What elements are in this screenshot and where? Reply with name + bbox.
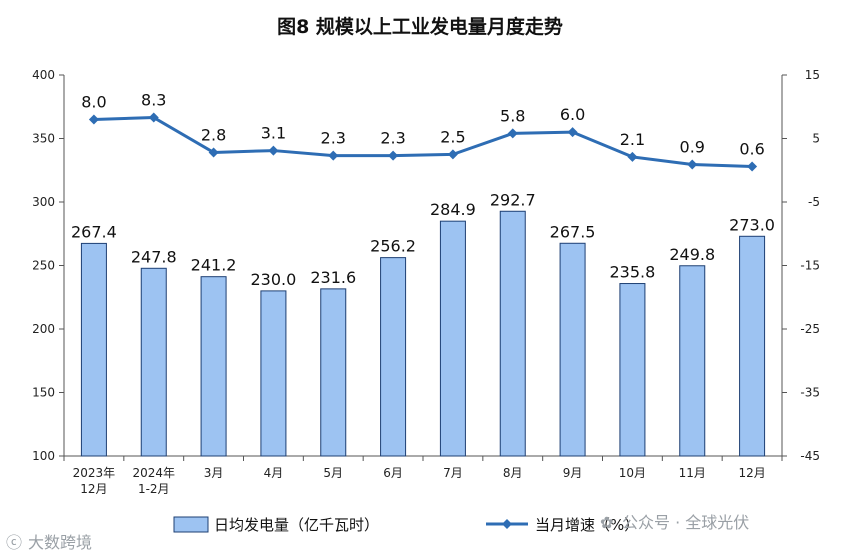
bar — [619, 283, 646, 457]
bar-data-label: 284.9 — [430, 200, 476, 219]
bar-data-label: 273.0 — [729, 215, 775, 234]
line-data-label: 3.1 — [261, 124, 286, 143]
bars — [80, 210, 766, 457]
line-point — [268, 145, 279, 156]
line-data-label: 5.8 — [500, 106, 525, 125]
line-series — [88, 112, 758, 172]
bar-data-label: 292.7 — [490, 190, 536, 209]
x-axis-ticks: 2023年 12月 2024年 1-2月 3月 4月 5月 6月 7月 8月 9月 10月 11月 12月 — [63, 456, 783, 496]
line-data-label: 6.0 — [560, 105, 585, 124]
line-point — [627, 151, 638, 162]
bar — [559, 242, 586, 457]
legend: 日均发电量（亿千瓦时） 当月增速（%） — [173, 516, 639, 534]
line-point — [328, 150, 339, 161]
line-point — [447, 149, 458, 160]
bar — [320, 288, 347, 457]
bar — [380, 257, 407, 457]
line-point — [388, 150, 399, 161]
watermark-left-icon: ⓒ — [6, 533, 22, 552]
watermark-right-icon: ✿ — [600, 513, 613, 532]
y-left-tick-label: 200 — [32, 322, 55, 336]
y-left-tick-label: 100 — [32, 449, 55, 463]
bar — [260, 290, 287, 457]
bar-labels: 267.4 247.8 241.2 230.0 231.6 256.2 284.9 292.7… — [71, 190, 775, 289]
watermark-right: ✿ 公众号 · 全球光伏 — [600, 513, 749, 532]
legend-bar-swatch — [173, 516, 209, 533]
y-right-tick-label: -35 — [800, 386, 820, 400]
x-tick-label: 8月 — [503, 466, 523, 480]
line-data-label: 0.6 — [739, 139, 764, 158]
x-tick-label: 2023年 12月 — [73, 466, 116, 496]
bar — [200, 276, 227, 457]
bar-data-label: 267.5 — [550, 222, 596, 241]
y-left-tick-label: 350 — [32, 132, 55, 146]
y-right-tick-label: 5 — [812, 132, 820, 146]
bar-data-label: 230.0 — [251, 270, 297, 289]
y-right-tick-label: -45 — [800, 449, 820, 463]
bar-data-label: 241.2 — [191, 256, 237, 275]
bar-data-label: 256.2 — [370, 237, 416, 256]
bar-data-label: 231.6 — [310, 268, 356, 287]
bar — [80, 242, 107, 457]
line-data-label: 8.3 — [141, 91, 166, 110]
bar — [679, 265, 706, 457]
x-tick-label: 11月 — [679, 466, 706, 480]
legend-line-marker — [502, 519, 512, 529]
y-left-tick-label: 150 — [32, 386, 55, 400]
watermark-left-text: 大数跨境 — [28, 533, 92, 552]
bar — [499, 210, 526, 457]
watermark-left: ⓒ 大数跨境 — [6, 533, 92, 552]
line-point — [148, 112, 159, 123]
line-point — [208, 147, 219, 158]
bar-data-label: 249.8 — [669, 245, 715, 264]
y-left-tick-label: 300 — [32, 195, 55, 209]
x-tick-label: 5月 — [323, 466, 343, 480]
x-tick-label: 6月 — [383, 466, 403, 480]
line-labels: 8.0 8.3 2.8 3.1 2.3 2.3 2.5 5.8 6.0 2.1 0.9 0.6 — [81, 91, 765, 159]
bar — [439, 220, 466, 457]
legend-line-label: 当月增速（%） — [535, 516, 639, 534]
legend-bar-label: 日均发电量（亿千瓦时） — [214, 516, 379, 534]
x-tick-label: 12月 — [738, 466, 765, 480]
x-tick-label: 3月 — [204, 466, 224, 480]
y-left-tick-label: 400 — [32, 68, 55, 82]
x-tick-label: 10月 — [619, 466, 646, 480]
x-tick-label: 4月 — [264, 466, 284, 480]
line-point — [507, 128, 518, 139]
line-data-label: 0.9 — [680, 138, 705, 157]
y-right-tick-label: -5 — [808, 195, 820, 209]
line-data-label: 2.8 — [201, 125, 226, 144]
y-right-tick-label: -15 — [800, 259, 820, 273]
line-path — [93, 116, 753, 168]
bar-data-label: 235.8 — [610, 263, 656, 282]
line-point — [567, 127, 578, 138]
line-data-label: 2.1 — [620, 130, 645, 149]
bar — [140, 267, 167, 457]
y-left-tick-label: 250 — [32, 259, 55, 273]
bar-data-label: 267.4 — [71, 222, 117, 241]
x-tick-label: 7月 — [443, 466, 463, 480]
line-data-label: 2.3 — [380, 129, 405, 148]
chart-title: 图8 规模以上工业发电量月度走势 — [277, 15, 563, 38]
x-tick-label: 9月 — [563, 466, 583, 480]
bar-data-label: 247.8 — [131, 247, 177, 266]
line-data-label: 8.0 — [81, 92, 106, 111]
watermark-right-text: 公众号 · 全球光伏 — [622, 513, 749, 532]
line-point — [747, 161, 758, 172]
y-right-tick-label: 15 — [805, 68, 820, 82]
line-data-label: 2.5 — [440, 127, 465, 146]
x-tick-label: 2024年 1-2月 — [132, 466, 175, 496]
y-right-tick-label: -25 — [800, 322, 820, 336]
bar — [739, 235, 766, 457]
line-point — [88, 114, 99, 125]
line-point — [687, 159, 698, 170]
line-data-label: 2.3 — [321, 129, 346, 148]
